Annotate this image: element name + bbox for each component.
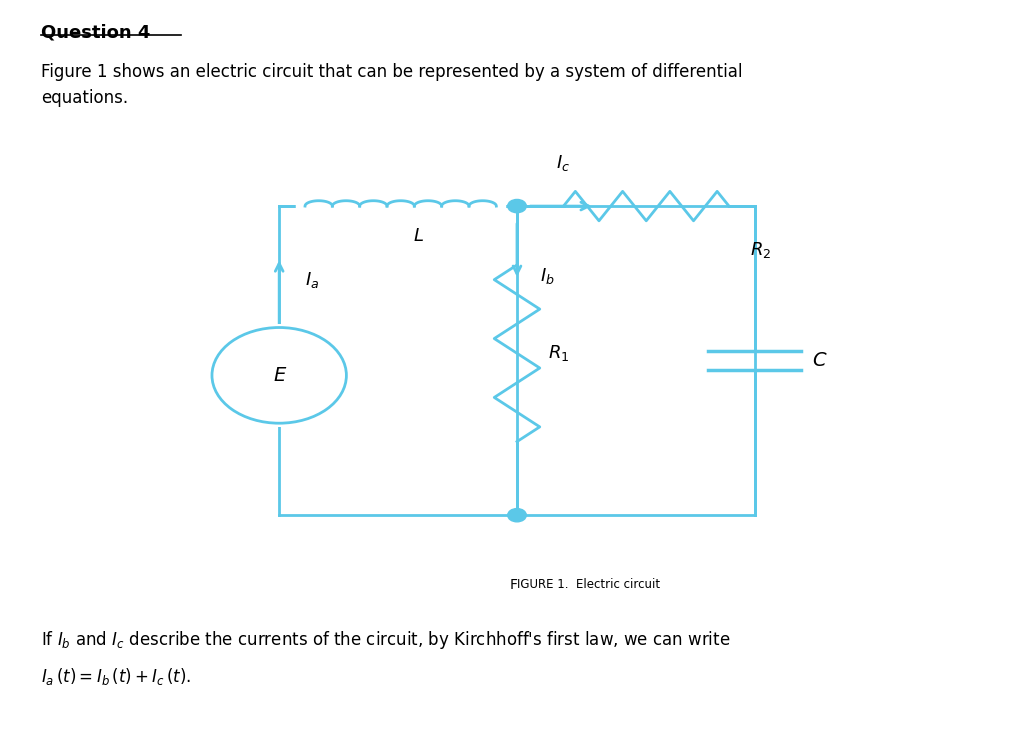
Text: $I_a\,(t) = I_b\,(t) + I_c\,(t)$.: $I_a\,(t) = I_b\,(t) + I_c\,(t)$. xyxy=(41,666,191,687)
Text: IGURE 1.  Electric circuit: IGURE 1. Electric circuit xyxy=(517,578,660,591)
Text: $I_a$: $I_a$ xyxy=(305,269,320,290)
Circle shape xyxy=(508,509,526,522)
Text: $I_b$: $I_b$ xyxy=(540,266,554,286)
Text: $R_2$: $R_2$ xyxy=(750,240,771,261)
Text: $R_1$: $R_1$ xyxy=(548,343,570,364)
Text: Figure 1 shows an electric circuit that can be represented by a system of differ: Figure 1 shows an electric circuit that … xyxy=(41,63,742,107)
Circle shape xyxy=(508,199,526,213)
FancyBboxPatch shape xyxy=(207,324,352,427)
Text: F: F xyxy=(510,578,518,592)
Text: E: E xyxy=(273,366,285,385)
Text: $L$: $L$ xyxy=(414,227,424,244)
Text: $C$: $C$ xyxy=(812,351,827,370)
Text: If $I_b$ and $I_c$ describe the currents of the circuit, by Kirchhoff's first la: If $I_b$ and $I_c$ describe the currents… xyxy=(41,629,731,651)
Text: Question 4: Question 4 xyxy=(41,24,151,41)
Text: $I_c$: $I_c$ xyxy=(556,153,571,173)
